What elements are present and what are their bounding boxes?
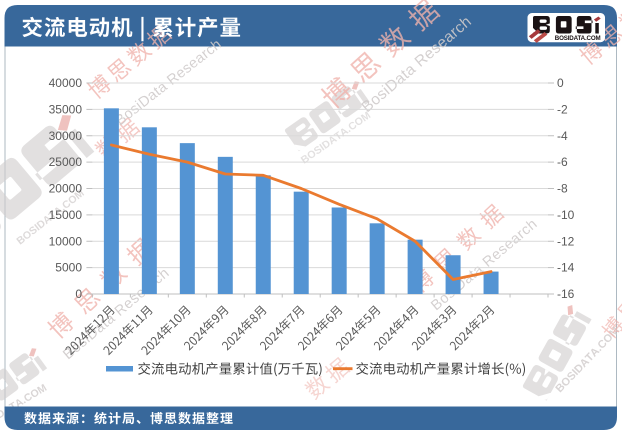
svg-text:30000: 30000 [49,129,83,143]
svg-text:-10: -10 [557,208,575,222]
svg-text:-12: -12 [557,234,575,248]
svg-text:-4: -4 [557,129,568,143]
svg-text:25000: 25000 [49,155,83,169]
svg-text:-14: -14 [557,261,575,275]
svg-text:-6: -6 [557,155,568,169]
svg-text:-2: -2 [557,102,568,116]
svg-text:BOSIDATA.COM: BOSIDATA.COM [555,35,601,42]
svg-text:0: 0 [557,76,564,90]
svg-text:35000: 35000 [49,102,83,116]
svg-text:-16: -16 [557,287,575,301]
svg-text:0: 0 [75,287,82,301]
svg-text:15000: 15000 [49,208,83,222]
svg-text:-8: -8 [557,182,568,196]
svg-text:20000: 20000 [49,182,83,196]
svg-text:5000: 5000 [55,261,82,275]
svg-text:40000: 40000 [49,76,83,90]
svg-text:10000: 10000 [49,234,83,248]
